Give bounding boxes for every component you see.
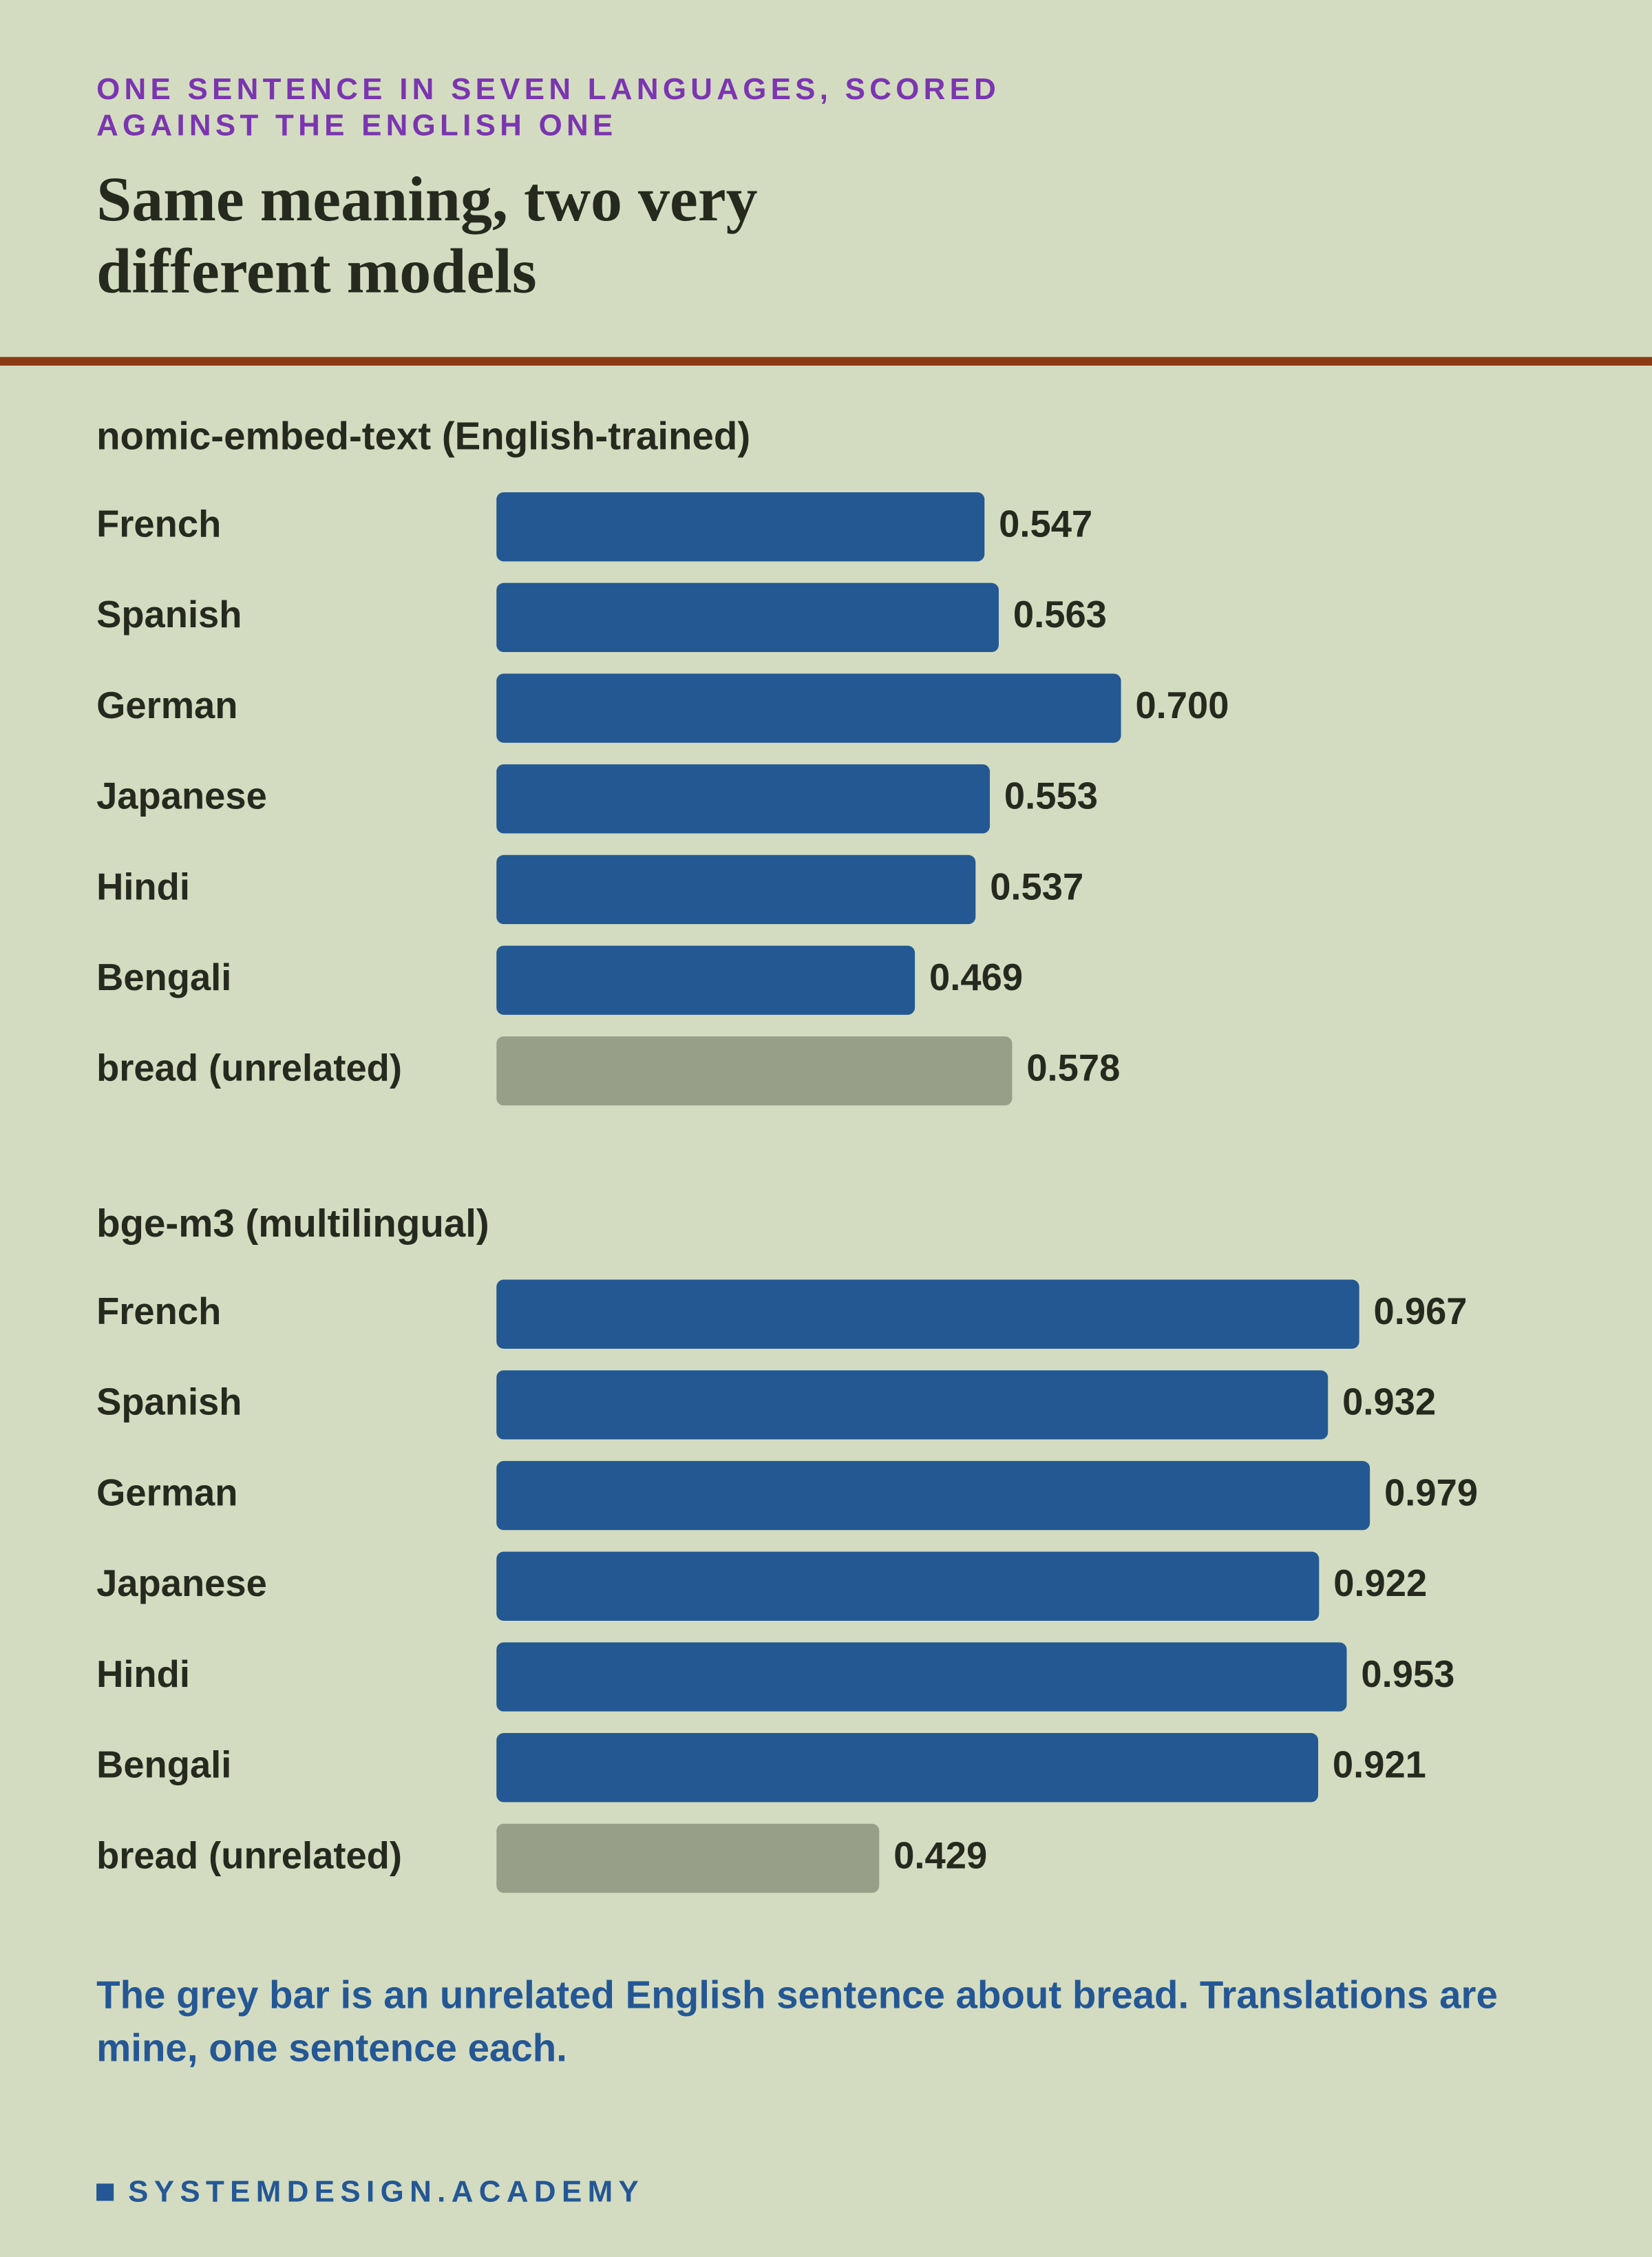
category-label: French <box>96 503 221 545</box>
category-label: Spanish <box>96 1381 242 1423</box>
category-label: Japanese <box>96 1562 267 1604</box>
brand-icon <box>96 2183 114 2201</box>
value-label: 0.921 <box>1333 1744 1426 1786</box>
bar <box>496 1370 1328 1440</box>
bar <box>496 1823 880 1893</box>
value-label: 0.553 <box>1004 775 1098 817</box>
category-label: bread (unrelated) <box>96 1834 402 1876</box>
value-label: 0.563 <box>1013 594 1107 636</box>
bar <box>496 1460 1370 1531</box>
kicker: ONE SENTENCE IN SEVEN LANGUAGES, SCORED … <box>96 73 1001 143</box>
category-label: Spanish <box>96 594 242 636</box>
value-label: 0.547 <box>999 503 1092 545</box>
value-label: 0.922 <box>1333 1562 1427 1604</box>
brand: SYSTEMDESIGN.ACADEMY <box>128 2175 644 2209</box>
category-label: Bengali <box>96 956 231 998</box>
kicker-box: ONE SENTENCE IN SEVEN LANGUAGES, SCORED … <box>96 73 1001 143</box>
divider <box>0 357 1652 366</box>
chart-title: bge-m3 (multilingual) <box>96 1201 489 1245</box>
chart-title: nomic-embed-text (English-trained) <box>96 414 750 458</box>
category-label: Japanese <box>96 775 267 817</box>
value-label: 0.979 <box>1384 1471 1478 1513</box>
title-box: Same meaning, two very different models <box>96 164 758 307</box>
value-label: 0.537 <box>990 865 1083 907</box>
value-label: 0.953 <box>1361 1653 1454 1695</box>
bar <box>496 854 976 925</box>
bar <box>496 582 999 653</box>
value-label: 0.700 <box>1135 684 1229 726</box>
category-label: Bengali <box>96 1744 231 1786</box>
bar <box>496 1279 1359 1349</box>
note-box: The grey bar is an unrelated English sen… <box>96 1973 1498 2070</box>
category-label: Hindi <box>96 1653 190 1695</box>
value-label: 0.469 <box>929 956 1023 998</box>
bar <box>496 673 1121 743</box>
bar <box>496 492 985 562</box>
value-label: 0.967 <box>1374 1290 1468 1332</box>
value-label: 0.578 <box>1026 1047 1120 1089</box>
bar <box>496 1036 1013 1106</box>
category-label: German <box>96 684 237 726</box>
value-label: 0.429 <box>893 1834 987 1876</box>
bar <box>496 1551 1320 1621</box>
bar <box>496 1642 1347 1712</box>
note: The grey bar is an unrelated English sen… <box>96 1973 1498 2070</box>
bar <box>496 945 915 1015</box>
bar <box>496 764 991 834</box>
category-label: bread (unrelated) <box>96 1047 402 1089</box>
category-label: German <box>96 1471 237 1513</box>
value-label: 0.932 <box>1342 1381 1436 1423</box>
category-label: Hindi <box>96 865 190 907</box>
category-label: French <box>96 1290 221 1332</box>
title: Same meaning, two very different models <box>96 164 758 307</box>
bar <box>496 1733 1319 1803</box>
